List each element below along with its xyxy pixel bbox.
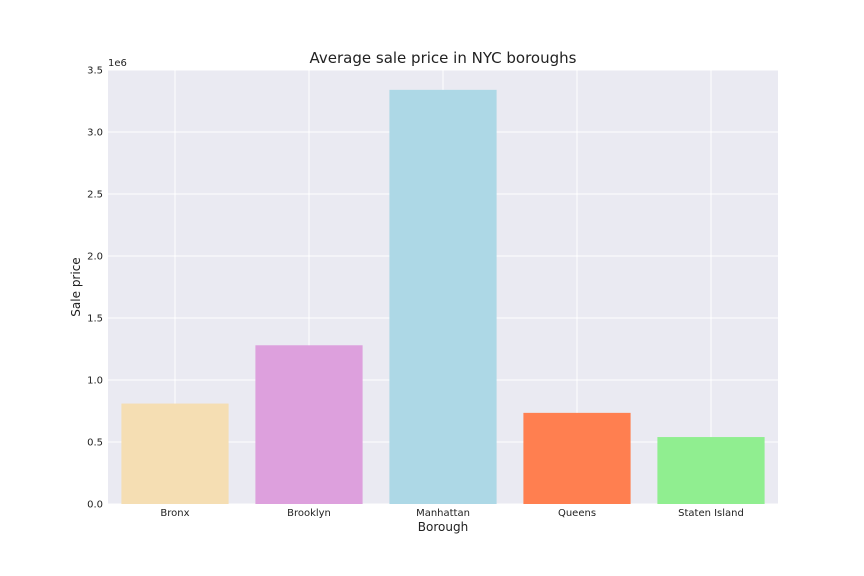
y-tick-label: 3.0 (87, 128, 103, 139)
y-tick-label: 0.5 (87, 438, 103, 449)
y-tick-label: 3.5 (87, 66, 103, 77)
bar-bronx (121, 403, 229, 504)
y-tick-label: 1.5 (87, 314, 103, 325)
y-tick-label: 1.0 (87, 376, 103, 387)
bar-manhattan (389, 89, 497, 504)
bar-queens (523, 412, 631, 504)
y-tick-label: 2.5 (87, 190, 103, 201)
x-tick-label: Manhattan (416, 508, 470, 519)
x-tick-label: Bronx (160, 508, 189, 519)
y-scale-label: 1e6 (108, 58, 127, 69)
y-axis-ticks: 0.0 0.5 1.0 1.5 2.0 2.5 3.0 3.5 (87, 66, 103, 511)
y-axis-title: Sale price (69, 257, 83, 316)
x-axis-ticks: Bronx Brooklyn Manhattan Queens Staten Islan… (160, 508, 743, 519)
x-tick-label: Queens (558, 508, 596, 519)
y-tick-label: 0.0 (87, 500, 103, 511)
bar-brooklyn (255, 345, 363, 504)
chart-title: Average sale price in NYC boroughs (310, 49, 577, 67)
x-axis-title: Borough (418, 520, 468, 534)
x-tick-label: Brooklyn (287, 508, 331, 519)
x-tick-label: Staten Island (678, 508, 744, 519)
bar-staten-island (657, 437, 765, 504)
bars (121, 89, 765, 504)
y-tick-label: 2.0 (87, 252, 103, 263)
